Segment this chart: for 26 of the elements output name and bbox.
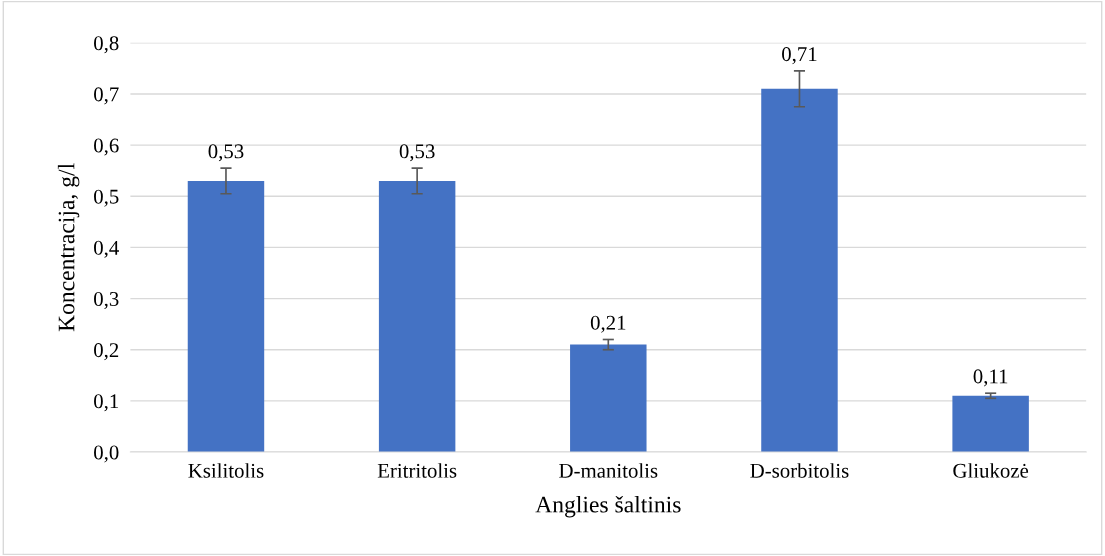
bar <box>952 395 1029 453</box>
y-tick-label: 0,1 <box>94 394 119 412</box>
bar <box>187 180 265 453</box>
y-tick-label: 0,3 <box>94 291 119 309</box>
y-tick-label: 0,7 <box>94 87 119 105</box>
data-label: 0,21 <box>590 315 626 333</box>
bar <box>570 344 647 453</box>
x-tick-label: Ksilitolis <box>188 463 264 478</box>
y-tick-label: 0,0 <box>94 445 119 463</box>
data-label: 0,53 <box>208 144 244 162</box>
y-tick-label: 0,2 <box>94 343 119 361</box>
data-label: 0,11 <box>973 369 1008 387</box>
x-tick-label: Gliukozė <box>953 463 1029 478</box>
x-tick-label: D-manitolis <box>559 463 658 478</box>
x-tick-label: Eritritolis <box>377 463 457 478</box>
x-axis-title: Anglies šaltinis <box>535 495 681 518</box>
y-tick-label: 0,4 <box>94 240 119 258</box>
y-tick-label: 0,5 <box>94 189 119 207</box>
y-tick-label: 0,8 <box>94 36 119 54</box>
data-label: 0,53 <box>399 144 435 162</box>
x-tick-label: D-sorbitolis <box>750 463 849 478</box>
bar <box>378 180 456 453</box>
y-tick-label: 0,6 <box>94 138 119 156</box>
y-axis-title: Koncentracija, g/l <box>57 163 80 332</box>
data-label: 0,71 <box>782 47 817 65</box>
bar <box>761 88 838 453</box>
